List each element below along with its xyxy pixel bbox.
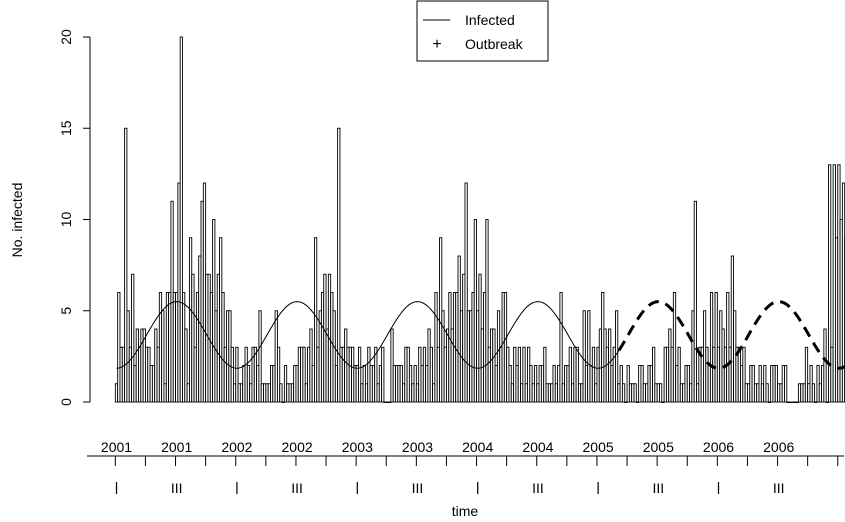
bar <box>633 383 637 403</box>
year-label: 2001 <box>161 439 192 455</box>
quarter-label: III <box>532 480 544 496</box>
year-label: 2005 <box>643 439 674 455</box>
bar <box>258 310 262 403</box>
bar <box>652 346 656 403</box>
year-labels: 2001 2001 2002 2002 2003 2003 2004 2004 2005 2005… <box>101 439 795 455</box>
bar <box>337 127 341 403</box>
bar <box>742 346 746 403</box>
legend-label-outbreak: Outbreak <box>465 36 524 52</box>
bar <box>276 346 281 403</box>
bar <box>582 310 586 403</box>
bar <box>823 328 827 403</box>
bar <box>621 383 626 403</box>
y-tick-label: 15 <box>58 120 74 136</box>
bar <box>765 383 769 403</box>
bar <box>659 383 663 403</box>
bar <box>230 346 234 403</box>
quarter-label: III <box>773 480 785 496</box>
year-label: 2002 <box>282 439 313 455</box>
reference-curve <box>116 300 845 370</box>
curve-dashed <box>617 300 845 370</box>
legend-label-infected: Infected <box>465 12 515 28</box>
bar <box>784 365 788 403</box>
bar <box>124 127 128 403</box>
quarter-labels: III III III III III III <box>115 480 785 496</box>
bar <box>828 164 832 403</box>
bar <box>575 346 579 403</box>
year-label: 2003 <box>342 439 373 455</box>
legend-box <box>416 0 549 62</box>
bar <box>464 182 468 403</box>
y-tick-label: 20 <box>58 29 74 45</box>
bar <box>693 200 697 403</box>
bar <box>559 292 563 403</box>
quarter-label: III <box>291 480 303 496</box>
curve-solid <box>116 301 620 369</box>
year-label: 2004 <box>522 439 553 455</box>
bar <box>522 346 526 403</box>
bar <box>179 36 183 403</box>
year-label: 2003 <box>402 439 433 455</box>
year-label: 2001 <box>101 439 132 455</box>
y-tick-label: 5 <box>58 307 74 315</box>
bar <box>235 346 239 403</box>
y-axis: 0 5 10 15 20 <box>58 29 91 406</box>
bar <box>429 346 434 403</box>
legend: Infected + Outbreak <box>416 0 549 62</box>
year-label: 2006 <box>763 439 794 455</box>
x-axis: 2001 2001 2002 2002 2003 2003 2004 2004 2005 2005… <box>87 439 844 496</box>
bar <box>332 310 336 403</box>
x-ticks <box>114 456 839 466</box>
bar <box>485 219 489 403</box>
quarter-label: III <box>171 480 183 496</box>
bar <box>591 346 596 403</box>
bar <box>517 346 521 403</box>
bar <box>279 383 283 403</box>
x-axis-label: time <box>452 503 479 519</box>
year-label: 2006 <box>703 439 734 455</box>
y-axis-label: No. infected <box>9 183 25 258</box>
bar <box>811 383 816 403</box>
quarter-label: III <box>652 480 664 496</box>
bar <box>381 346 385 403</box>
bar <box>615 310 619 403</box>
bar <box>672 292 677 403</box>
bar <box>191 273 195 403</box>
quarter-label: III <box>412 480 424 496</box>
year-label: 2005 <box>583 439 614 455</box>
year-label: 2004 <box>462 439 493 455</box>
y-tick-label: 0 <box>58 398 74 406</box>
bar <box>184 328 188 403</box>
bar <box>568 346 572 403</box>
bars <box>114 36 845 403</box>
bar <box>543 346 547 403</box>
bar <box>302 346 306 403</box>
y-tick-label: 10 <box>58 212 74 228</box>
bar <box>374 346 378 403</box>
bar <box>358 346 362 403</box>
bar <box>587 310 591 403</box>
y-ticks: 0 5 10 15 20 <box>58 29 90 406</box>
legend-plus-icon: + <box>432 36 441 53</box>
year-label: 2002 <box>221 439 252 455</box>
bar <box>677 346 681 403</box>
bar <box>131 273 135 403</box>
bar <box>314 237 318 403</box>
bar <box>804 346 809 403</box>
